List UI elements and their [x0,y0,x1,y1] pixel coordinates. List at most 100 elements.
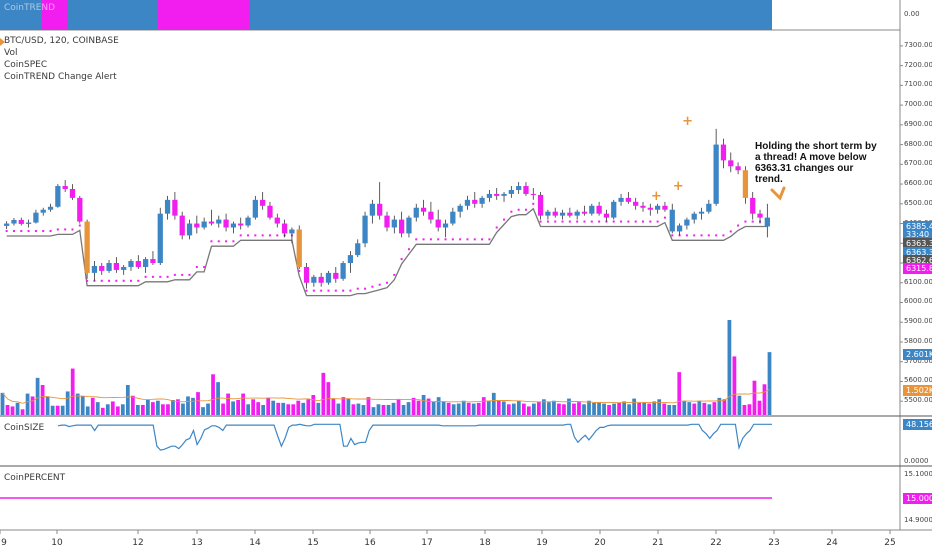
volume-bar [572,403,576,415]
volume-bar [712,402,717,415]
volume-bar [40,385,45,415]
volume-bar [396,399,401,415]
coinsize-pane-label[interactable]: CoinSIZE [4,423,45,433]
trend-dot [305,289,308,292]
trend-dot [108,279,111,282]
candle-body [208,221,215,224]
volume-bar [702,402,707,415]
time-tick-label: 15 [307,538,319,548]
trend-dot [320,289,323,292]
trend-dot [100,279,103,282]
candle-body [501,193,507,196]
trend-dot [561,220,564,223]
price-tick-label: 6500.00 [904,198,932,207]
candle-body [106,263,112,271]
candle-body [728,160,734,167]
trend-dot [159,275,162,278]
volume-bar [271,400,276,415]
trend-band-segment [250,0,348,30]
candle-body [698,211,705,214]
trend-dot [239,234,242,237]
volume-bar [276,402,281,415]
volume-bar [672,405,677,415]
coinpercent-pane-label[interactable]: CoinPERCENT [4,473,66,483]
trend-dot [656,220,659,223]
time-tick-label: 21 [652,538,664,548]
price-tick-label: 5800.00 [904,336,932,345]
volume-bar [15,402,20,415]
volume-bar [25,393,30,415]
candle-body [633,201,639,206]
volume-bar [451,404,456,415]
volume-bar [291,404,296,415]
time-tick-label: 12 [132,538,144,548]
candle-body [340,263,346,279]
trend-dot [583,220,586,223]
chart-annotation[interactable]: Holding the short term by a thread! A mo… [755,141,877,185]
candle-body [662,205,668,210]
volume-bar [140,405,145,415]
price-tick-label: 6100.00 [904,277,932,286]
trend-dot [707,234,710,237]
volume-bar [426,398,431,415]
legend-cointrend-alert[interactable]: CoinTREND Change Alert [4,72,117,82]
candle-body [369,203,376,216]
volume-bar [316,402,321,415]
candle-body [647,207,653,210]
trend-dot [378,283,381,286]
candle-body [99,265,105,271]
volume-bar [767,352,772,415]
volume-bar [632,398,637,415]
candle-body [450,211,456,224]
volume-bar [516,400,521,415]
candle-body [47,206,54,210]
volume-bar [135,405,140,415]
trend-dot [386,281,388,284]
trend-dot [173,273,176,276]
candle-body [11,219,17,224]
price-tick-label: 5900.00 [904,317,932,326]
trend-dot [64,228,67,231]
volume-bar [321,372,326,415]
candle-body [611,201,617,218]
volume-bar [151,402,155,415]
volume-bar [476,402,481,415]
collapse-legend-icon[interactable] [0,38,5,46]
volume-bar [286,404,291,415]
candle-body [516,186,522,190]
coinpercent-tag: 15.0000 [903,493,932,504]
price-tick-label: 6000.00 [904,297,932,306]
candle-body [537,194,544,216]
trend-dot [5,230,8,233]
candle-body [150,259,156,264]
volume-bar [80,396,85,415]
legend-vol[interactable]: Vol [4,48,18,58]
candle-body [289,229,295,234]
volume-bar [592,402,596,415]
trend-dot [20,230,23,233]
plus-marker: + [651,189,662,204]
volume-bar [236,400,240,415]
symbol-line[interactable]: BTC/USD, 120, COINBASE [4,36,119,46]
candle-body [618,197,624,202]
price-tag: 6362.68 [903,255,932,267]
volume-bar [627,404,632,415]
candle-body [186,223,193,236]
trend-dot [620,220,623,223]
volume-bar [166,404,170,415]
candle-body [296,229,302,267]
legend-coinspec[interactable]: CoinSPEC [4,60,48,70]
trend-dot [751,220,754,223]
candle-body [128,261,134,267]
time-tick-label: 10 [51,538,63,548]
candle-body [625,197,632,202]
candle-body [267,205,273,218]
volume-bar [501,401,506,415]
volume-bar [622,401,626,415]
candle-body [333,272,339,279]
trend-dot [188,273,191,276]
volume-bar [336,403,341,415]
trend-dot [466,238,469,241]
